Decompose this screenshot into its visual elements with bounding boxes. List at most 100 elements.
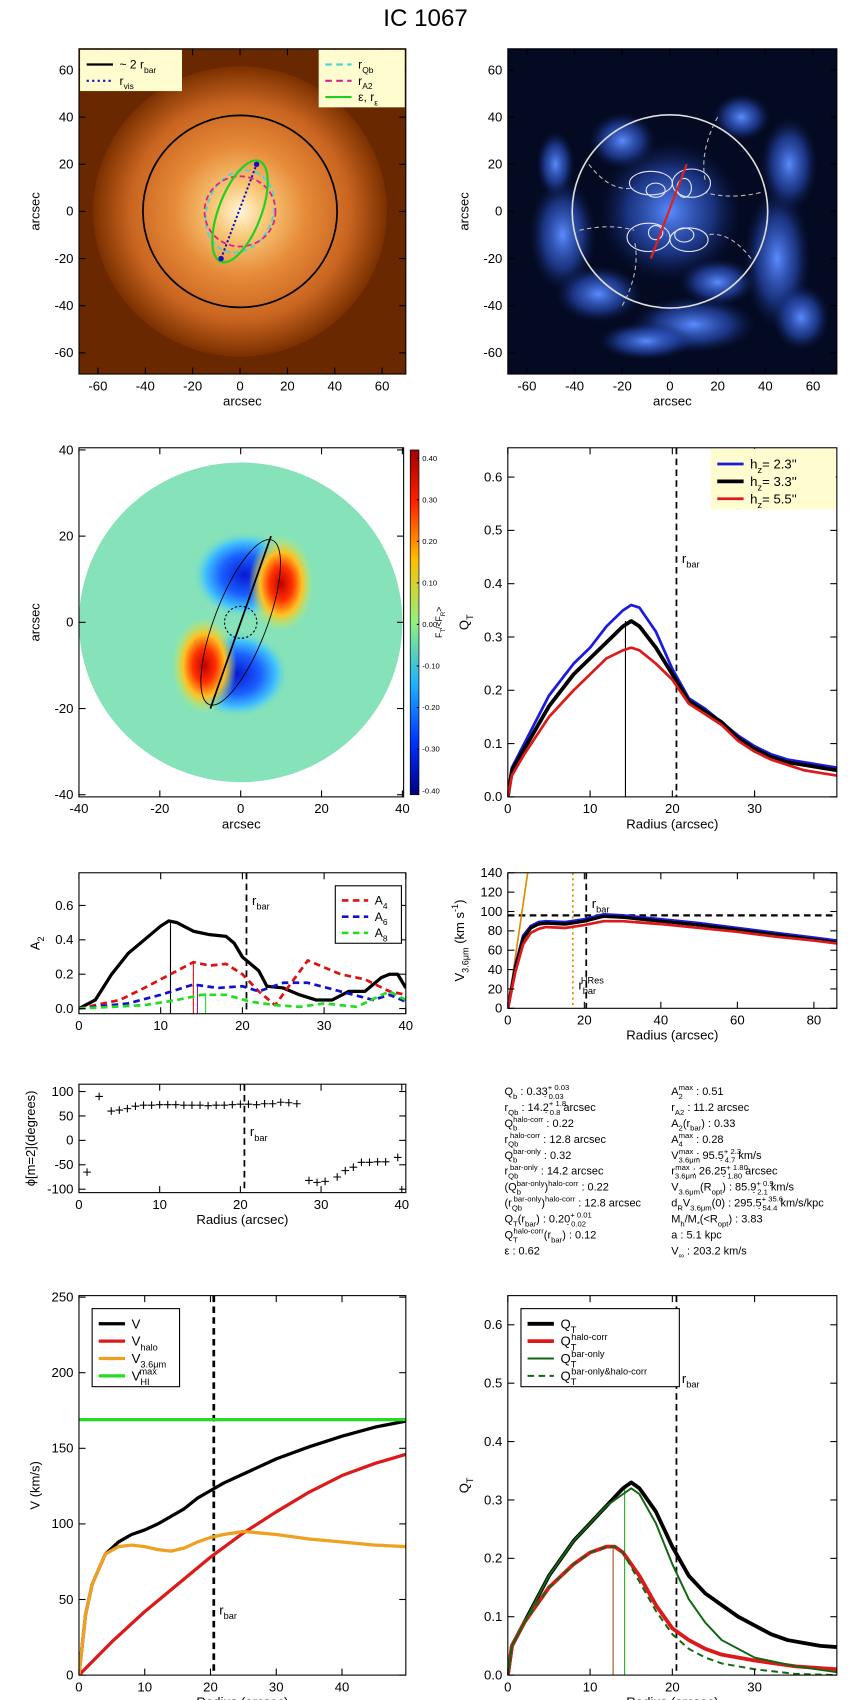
data-point (131, 1102, 140, 1110)
text-part: : 0.51 (693, 1086, 723, 1098)
y-tick-label: 250 (52, 1290, 74, 1305)
y-tick-label: 100 (480, 904, 502, 919)
text-part: A (375, 910, 383, 924)
text-part: : 0.28 (693, 1134, 723, 1146)
legend-box (520, 1308, 680, 1388)
text-part: halo (140, 1342, 157, 1352)
data-point (341, 1166, 350, 1175)
text-part: bar (583, 986, 596, 996)
text-part: + 0.9 (756, 1179, 773, 1188)
bar-radius-label: rbar (682, 551, 700, 569)
parameter-line: r3.6μmmax : 26.25+ 1.80- 1.80 arcsec (671, 1163, 778, 1181)
x-tick-label: 40 (395, 801, 410, 816)
text-part: b (513, 1156, 517, 1165)
text-part: Q (505, 1230, 514, 1242)
text-part: b (513, 1092, 517, 1101)
y-axis-label: QT (456, 1477, 475, 1493)
parameter-line: (rQbbar-only)halo-corr : 12.8 arcsec (505, 1195, 642, 1213)
contour-dashed (588, 163, 635, 190)
y-tick-label: 0 (495, 1001, 502, 1016)
y-tick-label: -20 (483, 251, 502, 266)
text-part: h (680, 1219, 684, 1228)
y-tick-label: 0.6 (484, 469, 502, 484)
text-part: 8 (383, 933, 388, 943)
text-part: Q (505, 1086, 514, 1098)
y-tick-label: 40 (59, 110, 74, 125)
legend-label: A8 (375, 926, 388, 943)
y-axis-label: arcsec (27, 192, 42, 231)
x-tick-label: 20 (665, 1679, 680, 1694)
text-part: r (505, 1166, 509, 1178)
text-part: r (252, 893, 257, 908)
data-point (155, 1100, 164, 1109)
y-axis-label: V (km/s) (27, 1461, 42, 1509)
text-part: 2 (36, 936, 46, 941)
y-axis-label: QT (456, 614, 475, 630)
parameter-line: rQbbar-only : 14.2 arcsec (505, 1163, 604, 1181)
text-part: Qb (508, 1140, 518, 1149)
text-part: V (132, 1334, 141, 1349)
x-tick-label: 30 (269, 1679, 284, 1694)
colorbar-tick-label: 0.30 (422, 496, 437, 505)
text-part: a : 5.1 kpc (671, 1230, 722, 1242)
text-part: km/s (735, 1150, 762, 1162)
parameter-line: (Qbbar-only)halo-corr : 0.22 (505, 1179, 609, 1197)
data-line (78, 1419, 406, 1676)
text-part: ~ 2 r (120, 58, 144, 72)
plot-area (507, 447, 837, 797)
text-part: ) : 0.20 (536, 1214, 570, 1226)
data-point (293, 1099, 301, 1108)
y-tick-label: 0 (66, 204, 73, 219)
data-line (507, 919, 837, 1009)
x-tick-label: 40 (394, 1197, 409, 1212)
x-axis-label: Radius (arcsec) (626, 1695, 718, 1700)
y-tick-label: 0.0 (55, 1001, 73, 1016)
text-part: R (677, 1203, 683, 1212)
text-part: bar-only (571, 1349, 605, 1359)
plot-frame (78, 1083, 407, 1194)
data-line (507, 1487, 837, 1676)
text-part: T (571, 1342, 577, 1352)
parameter-line: dRV3.6μm(0) : 295.5+ 35.6- 54.4 km/s/kpc (671, 1195, 824, 1213)
x-tick-label: 20 (314, 801, 329, 816)
y-axis-label: arcsec (456, 192, 471, 231)
text-part: Q (456, 1483, 471, 1493)
y-tick-label: 20 (488, 981, 503, 996)
x-tick-label: 40 (335, 1679, 350, 1694)
text-part: Qb (508, 1172, 518, 1181)
parameter-line: QT(rbar) : 0.20+ 0.01- 0.02 (505, 1211, 592, 1229)
data-point (123, 1104, 132, 1113)
legend-label: rQb (358, 58, 374, 75)
positive-lobe (248, 535, 314, 632)
y-tick-label: 0.3 (484, 629, 502, 644)
x-tick-label: 20 (710, 378, 725, 393)
y-tick-label: -40 (54, 298, 73, 313)
text-part: ) : 0.12 (562, 1230, 596, 1242)
text-part: r (671, 1166, 675, 1178)
bar-ellipse (200, 539, 281, 706)
y-tick-label: 0 (495, 204, 502, 219)
text-part: V (683, 1198, 691, 1210)
text-part: ) (541, 1198, 545, 1210)
text-part: r (250, 1124, 255, 1139)
text-part: = 3.3'' (762, 474, 797, 489)
y-tick-label: 60 (59, 62, 74, 77)
eps-ellipse (211, 159, 269, 264)
text-part: 4 (679, 1140, 684, 1149)
data-point (236, 1100, 245, 1109)
legend-label: V (132, 1316, 141, 1331)
legend-label: hz= 5.5'' (750, 491, 797, 509)
bar-radius-label: rbar (252, 893, 270, 911)
colorbar-label: FT/<FR> (434, 607, 447, 638)
text-part: + 0.01 (570, 1211, 592, 1220)
text-part: ) : 85.9 (722, 1182, 756, 1194)
plot-frame (507, 872, 838, 1009)
text-part: bar (596, 905, 609, 915)
legend-label: ε, rε (358, 90, 378, 107)
y-tick-label: 0.0 (484, 1667, 502, 1682)
y-tick-label: 0.6 (484, 1317, 502, 1332)
legend-label: QTbar-only (560, 1349, 604, 1369)
text-part: arcsec (560, 1102, 596, 1114)
y-tick-label: 0.2 (484, 1551, 502, 1566)
